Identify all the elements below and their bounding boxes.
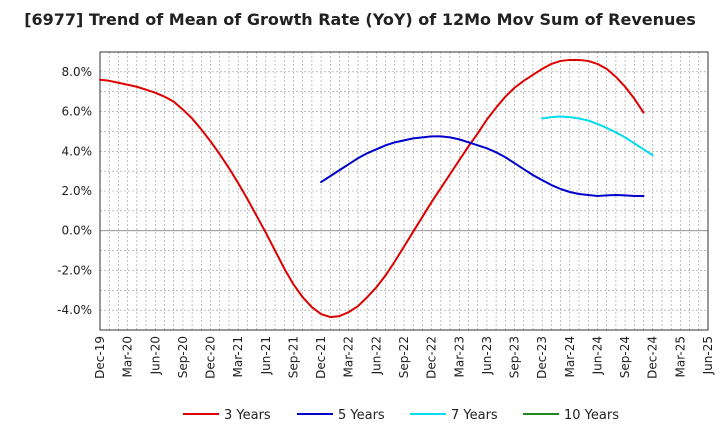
- x-tick-label: Mar-23: [452, 336, 466, 377]
- x-tick-label: Mar-25: [673, 336, 687, 377]
- plot-frame: [99, 51, 709, 331]
- legend-label: 3 Years: [224, 408, 271, 423]
- x-tick-label: Dec-19: [93, 336, 107, 379]
- y-tick-label: 8.0%: [62, 65, 93, 79]
- y-tick-label: 2.0%: [62, 184, 93, 198]
- x-tick-label: Sep-20: [176, 336, 190, 378]
- x-tick-label: Mar-24: [563, 336, 577, 377]
- x-tick-label: Dec-24: [646, 336, 660, 379]
- y-tick-label: 0.0%: [62, 224, 93, 238]
- y-tick-label: 6.0%: [62, 105, 93, 119]
- x-tick-label: Mar-22: [342, 336, 356, 377]
- chart-title: [6977] Trend of Mean of Growth Rate (YoY…: [24, 10, 696, 29]
- x-tick-label: Jun-20: [148, 336, 162, 375]
- x-tick-label: Sep-22: [397, 336, 411, 378]
- x-tick-label: Dec-20: [204, 336, 218, 379]
- x-tick-label: Jun-22: [369, 336, 383, 375]
- x-tick-label: Jun-23: [480, 336, 494, 375]
- x-tick-label: Sep-23: [508, 336, 522, 378]
- x-tick-label: Dec-23: [535, 336, 549, 379]
- legend-label: 7 Years: [451, 408, 498, 423]
- legend-label: 5 Years: [338, 408, 385, 423]
- series-line-3-years: [99, 58, 645, 319]
- x-tick-label: Jun-24: [590, 336, 604, 375]
- x-tick-label: Sep-24: [618, 336, 632, 378]
- series-line-7-years: [541, 115, 654, 157]
- x-tick-label: Mar-21: [231, 336, 245, 377]
- x-tick-label: Mar-20: [121, 336, 135, 377]
- y-tick-label: -2.0%: [57, 263, 92, 277]
- x-tick-label: Dec-22: [425, 336, 439, 379]
- series-line-5-years: [320, 135, 645, 197]
- y-tick-label: -4.0%: [57, 303, 92, 317]
- legend-label: 10 Years: [564, 408, 619, 423]
- x-tick-label: Sep-21: [286, 336, 300, 378]
- x-tick-label: Jun-25: [701, 336, 715, 375]
- x-tick-label: Dec-21: [314, 336, 328, 379]
- y-tick-label: 4.0%: [62, 144, 93, 158]
- x-tick-label: Jun-21: [259, 336, 273, 375]
